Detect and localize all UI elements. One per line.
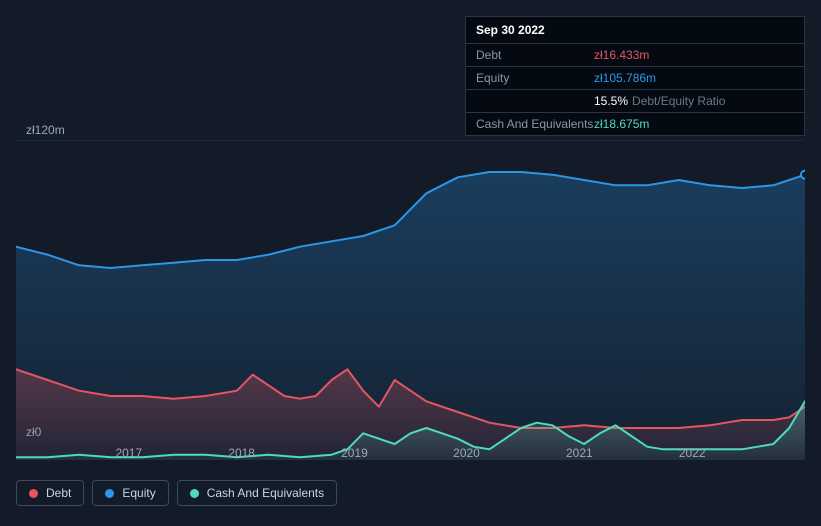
x-axis-label: 2022: [679, 446, 706, 460]
legend-item[interactable]: Equity: [92, 480, 168, 506]
legend-item[interactable]: Cash And Equivalents: [177, 480, 337, 506]
x-axis: 2017 2018 2019 2020 2021 2022: [16, 446, 805, 466]
legend-label: Cash And Equivalents: [207, 486, 324, 500]
tooltip-value: 15.5%: [594, 94, 628, 108]
legend-item[interactable]: Debt: [16, 480, 84, 506]
legend-label: Debt: [46, 486, 71, 500]
tooltip-row: Equityzł105.786m: [466, 67, 804, 90]
tooltip-row: 15.5% Debt/Equity Ratio: [466, 90, 804, 113]
tooltip-row: Debtzł16.433m: [466, 44, 804, 67]
tooltip-panel: Sep 30 2022 Debtzł16.433mEquityzł105.786…: [465, 16, 805, 136]
legend-dot-icon: [190, 489, 199, 498]
y-axis-label: zł120m: [26, 123, 65, 137]
tooltip-key: Equity: [476, 71, 594, 85]
x-axis-label: 2019: [341, 446, 368, 460]
tooltip-value: zł105.786m: [594, 71, 656, 85]
chart-area: zł120mzł0: [16, 125, 805, 460]
tooltip-value: zł18.675m: [594, 117, 649, 131]
legend-dot-icon: [105, 489, 114, 498]
legend-label: Equity: [122, 486, 155, 500]
tooltip-key: Cash And Equivalents: [476, 117, 594, 131]
tooltip-key: [476, 94, 594, 108]
x-axis-label: 2021: [566, 446, 593, 460]
x-axis-label: 2020: [453, 446, 480, 460]
tooltip-key: Debt: [476, 48, 594, 62]
tooltip-row: Cash And Equivalentszł18.675m: [466, 113, 804, 135]
x-axis-label: 2018: [228, 446, 255, 460]
tooltip-date: Sep 30 2022: [466, 17, 804, 44]
tooltip-extra: Debt/Equity Ratio: [632, 94, 725, 108]
x-axis-label: 2017: [115, 446, 142, 460]
chart-plot: [16, 140, 805, 460]
legend-dot-icon: [29, 489, 38, 498]
legend: Debt Equity Cash And Equivalents: [16, 480, 337, 506]
tooltip-value: zł16.433m: [594, 48, 649, 62]
